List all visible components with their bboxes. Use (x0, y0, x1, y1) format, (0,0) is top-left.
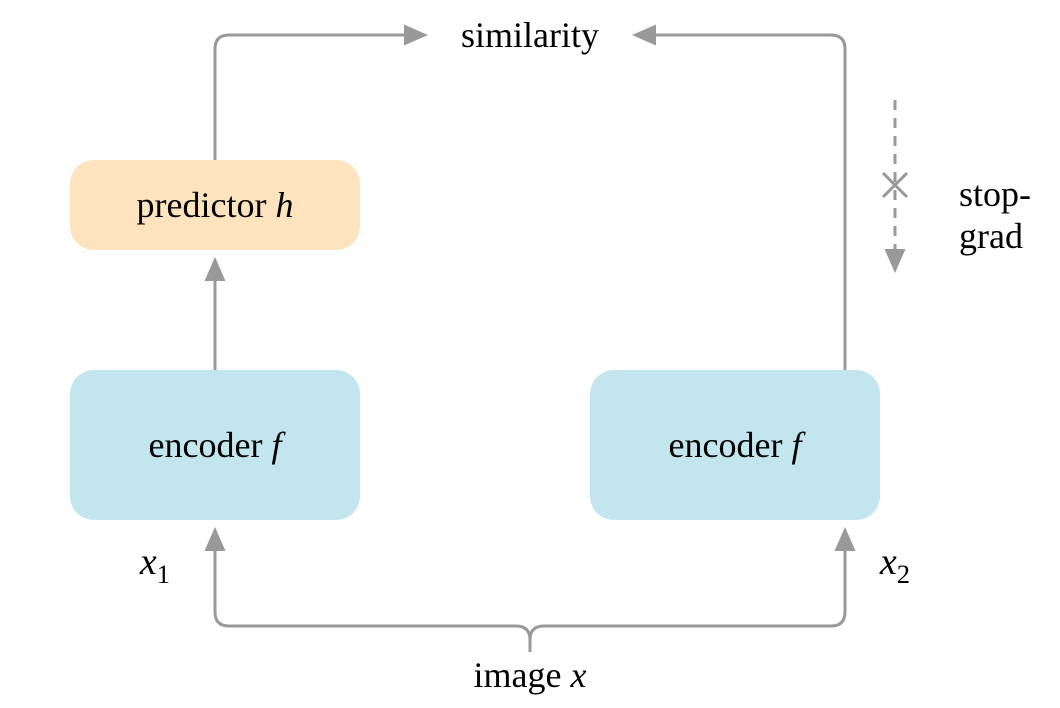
predictor-label: predictor h (137, 184, 294, 226)
x1-label: x1 (140, 540, 170, 590)
simsiam-diagram: similarity predictor h encoder f encoder… (0, 0, 1060, 708)
stop-grad-label: stop-grad (959, 173, 1031, 257)
x2-label: x2 (880, 540, 910, 590)
arrow-layer (0, 0, 1060, 708)
predictor-node: predictor h (70, 160, 360, 250)
image-x-label: image x (474, 654, 587, 696)
similarity-label: similarity (461, 14, 599, 56)
encoder-left-label: encoder f (149, 424, 282, 466)
encoder-left-node: encoder f (70, 370, 360, 520)
encoder-right-label: encoder f (669, 424, 802, 466)
encoder-right-node: encoder f (590, 370, 880, 520)
